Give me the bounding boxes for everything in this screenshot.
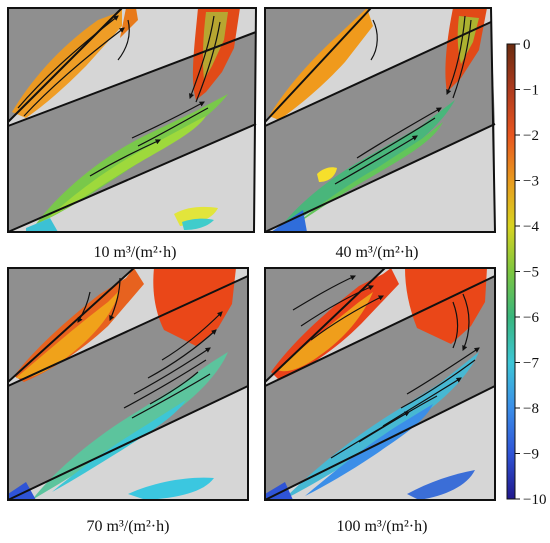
panel-2-label: 40 m³/(m²·h) — [336, 244, 419, 261]
colorbar-tick-label-0: 0 — [523, 37, 531, 53]
panel-2-frame — [264, 7, 497, 233]
colorbar-tick-label-2: −2 — [523, 128, 539, 144]
panel-3-label: 70 m³/(m²·h) — [87, 518, 170, 535]
panel-3-field — [8, 268, 236, 500]
panel-3 — [7, 267, 249, 501]
colorbar-tick-label-1: −1 — [523, 83, 539, 99]
panel-2-streamlines — [334, 15, 472, 185]
panel-3-frame — [7, 267, 249, 501]
panel-1 — [7, 7, 258, 233]
colorbar: 0 −1 −2 −3 −4 −5 −6 −7 −8 −9 −10 — [506, 37, 546, 508]
panel-4-frame — [264, 267, 496, 501]
colorbar-tick-label-3: −3 — [523, 174, 539, 190]
panel-1-label: 10 m³/(m²·h) — [94, 244, 177, 261]
colorbar-tick-label-5: −5 — [523, 265, 539, 281]
panel-4-streamlines — [292, 275, 480, 459]
colorbar-ticks: 0 −1 −2 −3 −4 −5 −6 −7 −8 −9 −10 — [515, 37, 546, 508]
panel-4 — [264, 267, 496, 501]
panel-2 — [264, 7, 497, 233]
colorbar-tick-label-10: −10 — [523, 492, 546, 508]
colorbar-tick-label-8: −8 — [523, 401, 539, 417]
panel-3-streamlines — [77, 277, 223, 419]
colorbar-tick-label-4: −4 — [523, 219, 539, 235]
panel-4-label: 100 m³/(m²·h) — [337, 518, 428, 535]
colorbar-tick-label-6: −6 — [523, 310, 539, 326]
colorbar-gradient — [506, 43, 516, 500]
panel-1-frame — [7, 7, 258, 233]
colorbar-tick-label-9: −9 — [523, 447, 539, 463]
colorbar-tick-label-7: −7 — [523, 356, 539, 372]
